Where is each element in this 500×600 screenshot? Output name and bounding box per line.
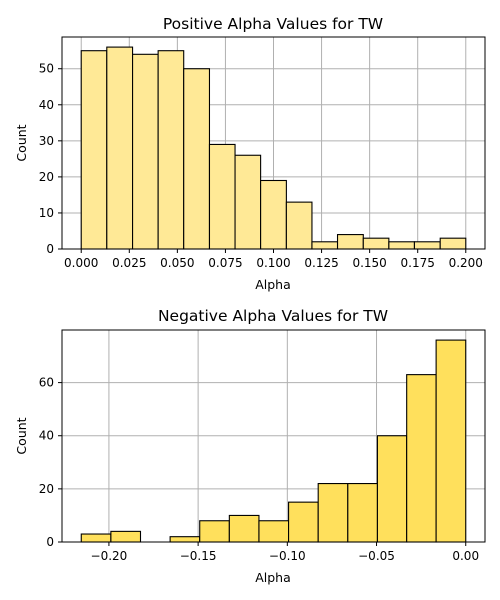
x-axis-label: Alpha	[255, 277, 291, 292]
histogram-bar	[110, 530, 142, 543]
histogram-bar	[285, 201, 313, 250]
histogram-bar	[208, 143, 236, 250]
bars	[80, 339, 467, 543]
histogram-bar	[435, 339, 467, 543]
histogram-bar	[80, 50, 108, 250]
y-tick-label: 60	[39, 376, 54, 390]
y-tick-label: 30	[39, 134, 54, 148]
histogram-bar	[183, 68, 211, 250]
histogram-bar	[80, 533, 112, 543]
y-tick-label: 20	[39, 170, 54, 184]
histogram-bar	[199, 520, 230, 543]
chart-title: Positive Alpha Values for TW	[163, 15, 383, 33]
histogram-bar	[317, 483, 349, 543]
histogram-bar	[336, 234, 364, 250]
histogram-bar	[132, 53, 159, 250]
ticks: 0.000 0.025 0.050 0.075 0.100 0.125 0.150 0.175…	[39, 62, 483, 270]
histogram-bar	[288, 501, 319, 543]
histogram-bar	[157, 50, 185, 250]
histogram-bar	[406, 374, 437, 543]
x-axis-label: Alpha	[255, 570, 291, 585]
histogram-bar	[347, 483, 378, 543]
x-tick-label: 0.050	[160, 256, 194, 270]
x-tick-label: 0.150	[352, 256, 386, 270]
histogram-bar	[260, 179, 287, 250]
positive-alpha-panel: Positive Alpha Values for TW 0.000 0.025 0…	[14, 15, 486, 292]
x-tick-label: 0.000	[64, 256, 98, 270]
bars	[80, 46, 467, 250]
y-tick-label: 0	[46, 242, 54, 256]
histogram-bar	[388, 241, 415, 250]
y-axis-label: Count	[14, 417, 29, 454]
histogram-bar	[439, 237, 467, 250]
histogram-bar	[234, 154, 262, 250]
histogram-bar	[228, 514, 260, 543]
histogram-bar	[413, 241, 441, 250]
histogram-bar	[376, 435, 408, 543]
x-tick-label: 0.200	[449, 256, 483, 270]
histogram-bar	[311, 241, 339, 250]
negative-alpha-panel: Negative Alpha Values for TW −0.20 −0.15−…	[14, 307, 486, 585]
x-tick-label: 0.025	[112, 256, 146, 270]
y-tick-label: 10	[39, 206, 54, 220]
histogram-bar	[362, 237, 390, 250]
chart-title: Negative Alpha Values for TW	[158, 307, 388, 325]
y-axis-label: Count	[14, 124, 29, 161]
x-tick-label: −0.15	[180, 549, 217, 563]
x-tick-label: −0.05	[358, 549, 395, 563]
x-tick-label: 0.100	[256, 256, 290, 270]
x-tick-label: −0.20	[91, 549, 128, 563]
histogram-bar	[258, 520, 290, 543]
y-tick-label: 50	[39, 62, 54, 76]
x-tick-label: 0.075	[208, 256, 242, 270]
ticks: −0.20 −0.15 −0.10 −0.05 0.00 0 20 40 60	[39, 376, 479, 563]
y-tick-label: 20	[39, 482, 54, 496]
x-tick-label: 0.00	[452, 549, 479, 563]
y-tick-label: 40	[39, 98, 54, 112]
x-tick-label: −0.10	[269, 549, 306, 563]
histogram-bar	[106, 46, 134, 250]
x-tick-label: 0.175	[401, 256, 435, 270]
x-tick-label: 0.125	[304, 256, 338, 270]
y-tick-label: 40	[39, 429, 54, 443]
y-tick-label: 0	[46, 535, 54, 549]
histogram-bar	[169, 536, 201, 543]
